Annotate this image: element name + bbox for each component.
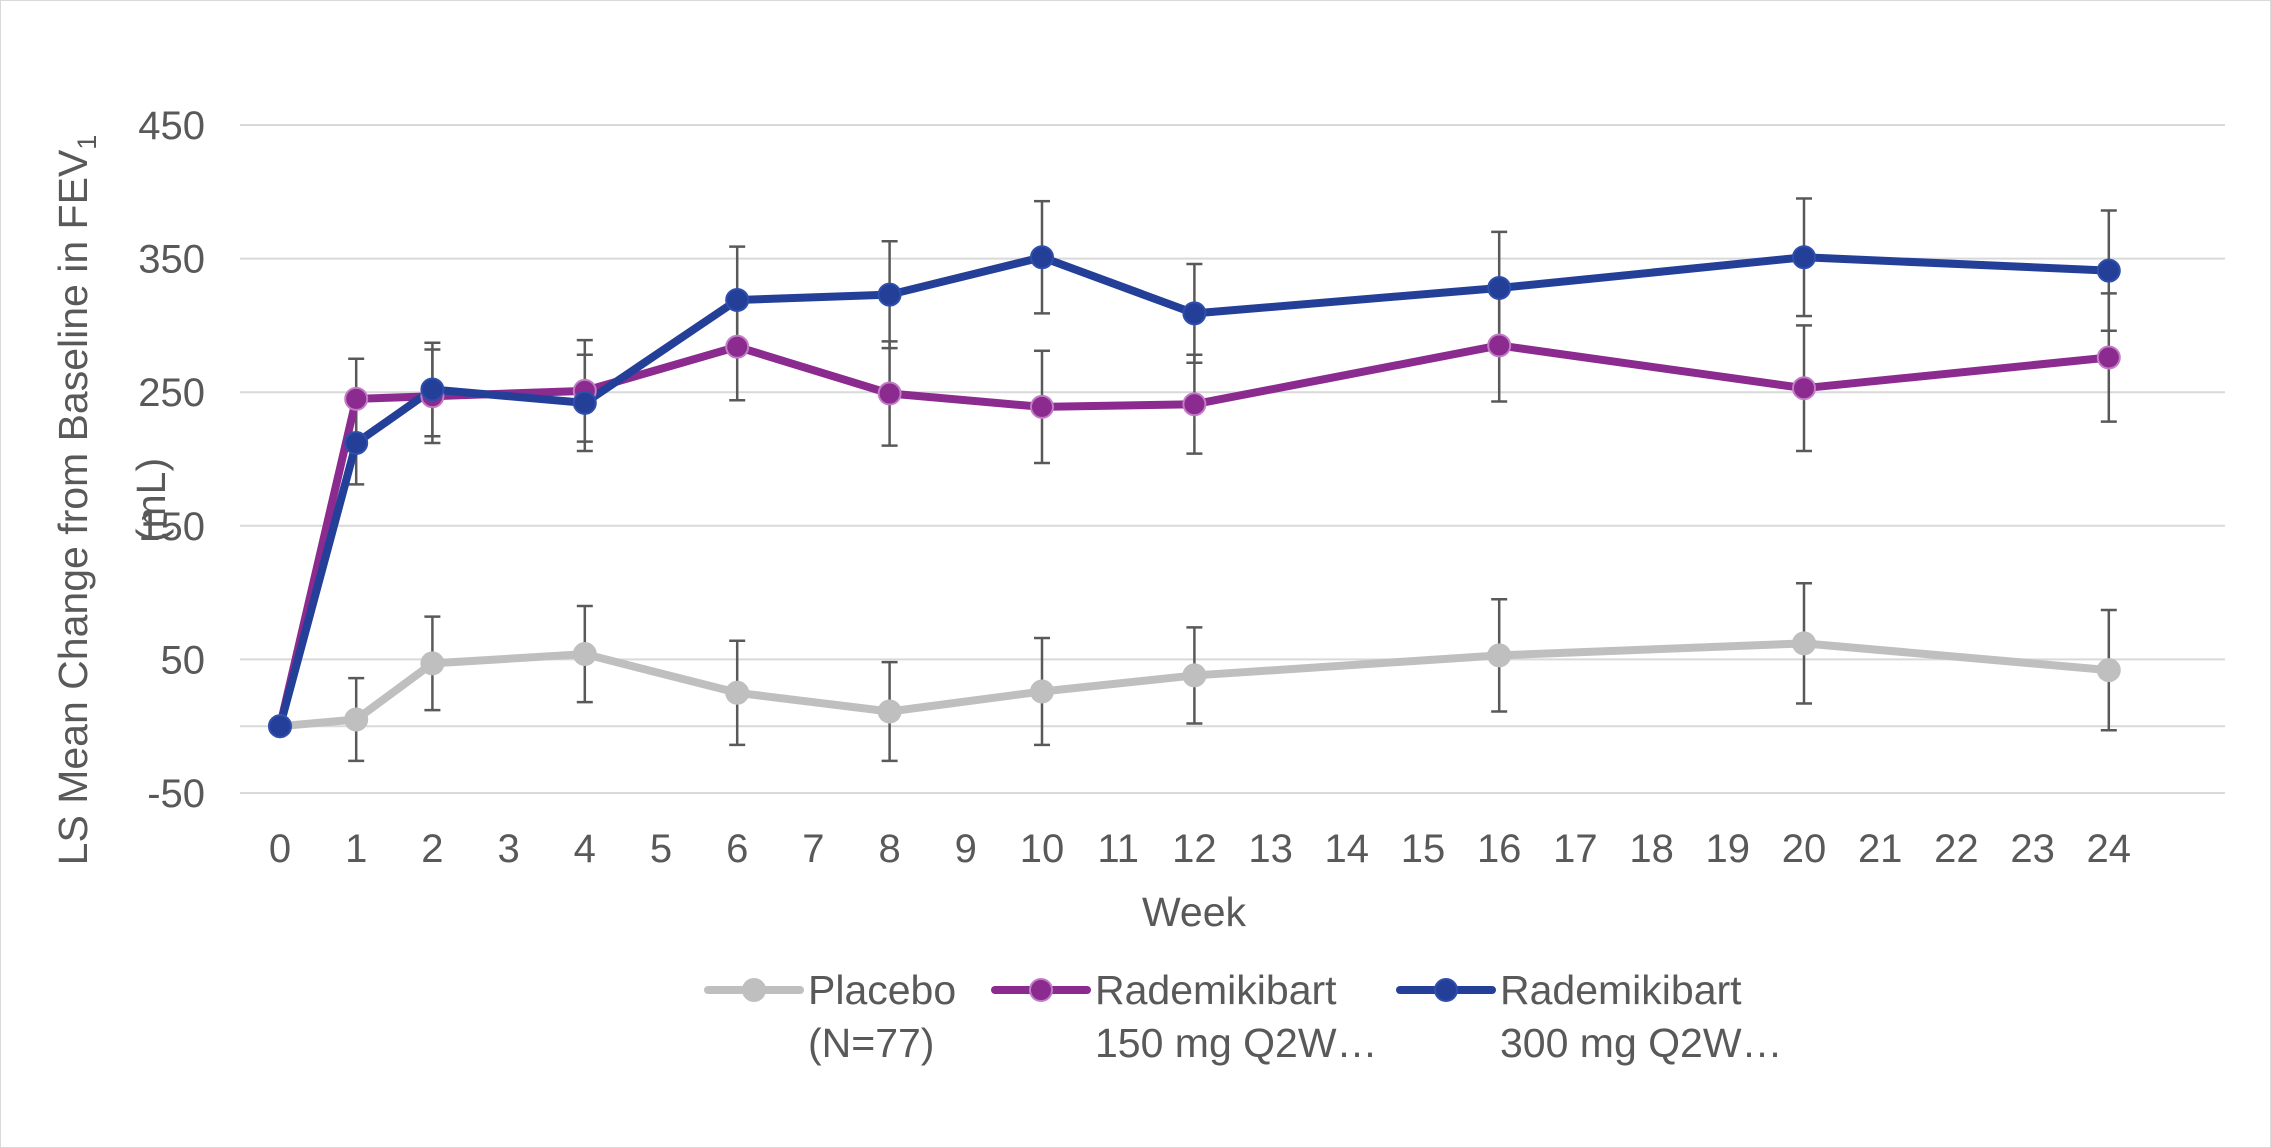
x-tick-label: 12 <box>1172 827 1217 871</box>
x-tick-label: 22 <box>1934 827 1979 871</box>
x-tick-label: 16 <box>1477 827 1522 871</box>
series-markers <box>268 245 2121 739</box>
data-point <box>1030 679 1054 704</box>
y-axis-title: LS Mean Change from Baseline in FEV1 <box>50 135 102 866</box>
data-point <box>1182 392 1207 417</box>
x-tick-label: 13 <box>1248 827 1293 871</box>
x-tick-label: 10 <box>1020 827 1065 871</box>
x-axis-title: Week <box>1142 889 1247 935</box>
x-tick-label: 15 <box>1401 827 1446 871</box>
legend-label-line1: Placebo <box>808 967 956 1013</box>
x-tick-label: 5 <box>650 827 672 871</box>
data-point <box>1792 631 1816 656</box>
legend-swatch-marker <box>1434 978 1458 1002</box>
x-tick-label: 11 <box>1097 827 1139 871</box>
y-tick-label: 150 <box>138 505 205 549</box>
data-point <box>1487 333 1512 358</box>
x-axis-ticks: 0 1 2 3 4 5 6 7 8 9 10 11 12 13 14 15 16 17 18 19 20 21 22 23 24 <box>269 827 2131 871</box>
x-tick-label: 7 <box>802 827 824 871</box>
data-point <box>725 288 750 313</box>
x-tick-label: 0 <box>269 827 291 871</box>
x-tick-label: 9 <box>955 827 977 871</box>
x-tick-label: 18 <box>1629 827 1674 871</box>
x-tick-label: 1 <box>345 827 367 871</box>
legend-item: Rademikibart 300 mg Q2W… <box>1396 967 1783 1066</box>
y-tick-label: 250 <box>138 371 205 415</box>
data-point <box>725 680 750 705</box>
x-tick-label: 17 <box>1553 827 1598 871</box>
data-point <box>2096 345 2121 370</box>
gridlines <box>240 124 2225 794</box>
legend-item: Rademikibart 150 mg Q2W… <box>991 967 1378 1066</box>
data-point <box>1792 245 1816 270</box>
x-tick-label: 6 <box>726 827 748 871</box>
x-tick-label: 8 <box>878 827 900 871</box>
x-tick-label: 23 <box>2010 827 2055 871</box>
data-point <box>344 386 369 411</box>
x-tick-label: 14 <box>1325 827 1370 871</box>
data-point <box>572 390 597 415</box>
data-point <box>344 707 369 732</box>
data-point <box>2096 658 2121 683</box>
legend-item: Placebo (N=77) <box>704 967 956 1066</box>
y-axis-title-unit: (mL) <box>128 458 174 542</box>
data-point <box>1030 245 1054 270</box>
data-point <box>1487 643 1512 668</box>
svg-text:LS Mean Change from Baseline i: LS Mean Change from Baseline in FEV1 <box>50 135 102 866</box>
data-point <box>420 651 445 676</box>
y-axis-title-main: LS Mean Change from Baseline in FEV <box>50 149 96 865</box>
legend-label-line2: 150 mg Q2W… <box>1095 1020 1378 1066</box>
data-point <box>572 642 597 667</box>
legend-label-line2: 300 mg Q2W… <box>1500 1020 1783 1066</box>
legend-label-line1: Rademikibart <box>1500 967 1742 1013</box>
data-point <box>268 714 292 739</box>
x-tick-label: 3 <box>497 827 519 871</box>
data-point <box>1182 301 1207 326</box>
y-tick-label: 450 <box>138 104 205 148</box>
data-point <box>1487 275 1512 300</box>
y-axis-title-subscript: 1 <box>72 135 102 150</box>
data-point <box>877 282 902 307</box>
data-point <box>877 699 902 724</box>
legend-label-line2: (N=77) <box>808 1020 934 1066</box>
x-tick-label: 4 <box>574 827 596 871</box>
x-tick-label: 24 <box>2087 827 2132 871</box>
y-axis-ticks: -50 50 150 250 350 450 <box>138 104 205 816</box>
data-point <box>2096 258 2121 283</box>
data-point <box>877 381 902 406</box>
legend-label-line1: Rademikibart <box>1095 967 1337 1013</box>
data-point <box>420 377 445 402</box>
y-tick-label: 350 <box>138 238 205 282</box>
data-point <box>725 334 750 359</box>
x-tick-label: 2 <box>421 827 443 871</box>
y-tick-label: 50 <box>161 638 206 682</box>
x-tick-label: 21 <box>1858 827 1903 871</box>
data-point <box>1182 663 1207 688</box>
data-point <box>344 430 369 455</box>
data-point <box>1030 394 1054 419</box>
data-point <box>1792 376 1816 401</box>
y-tick-label: -50 <box>147 772 205 816</box>
legend-swatch-marker <box>1029 978 1053 1002</box>
x-tick-label: 19 <box>1706 827 1751 871</box>
x-tick-label: 20 <box>1782 827 1827 871</box>
legend-swatch-marker <box>742 978 766 1002</box>
